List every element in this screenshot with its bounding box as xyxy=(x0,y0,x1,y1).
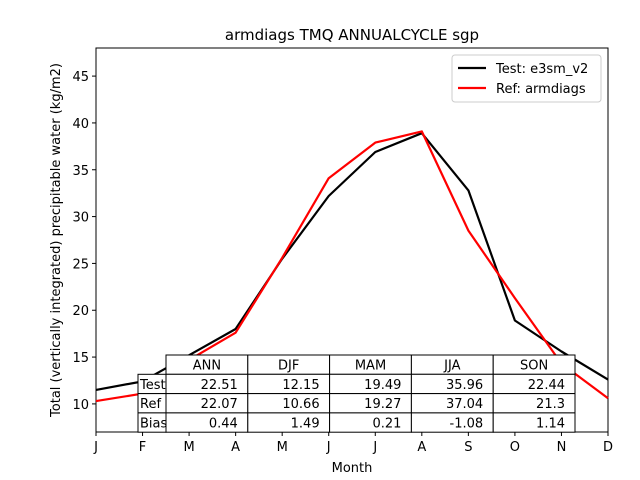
table-row-label: Test xyxy=(139,378,166,393)
table-column-header: ANN xyxy=(193,359,221,374)
table-column-header: MAM xyxy=(355,359,386,374)
table-cell-value: 22.44 xyxy=(528,378,565,393)
table-cell-value: 35.96 xyxy=(446,378,483,393)
table-column-header: SON xyxy=(520,359,548,374)
y-tick-label: 25 xyxy=(72,257,89,272)
table-cell xyxy=(492,412,576,433)
table-cell-value: 1.49 xyxy=(291,416,320,431)
y-tick-label: 45 xyxy=(72,70,89,85)
table-cell-value: 19.49 xyxy=(364,378,401,393)
legend-entry: Test: e3sm_v2 xyxy=(495,62,588,77)
table-cell-value: 0.44 xyxy=(209,416,238,431)
x-tick-label: F xyxy=(139,440,146,455)
legend-entry: Ref: armdiags xyxy=(496,82,586,97)
table-cell-value: 21.3 xyxy=(536,397,565,412)
x-tick-label: A xyxy=(231,440,240,455)
table-row-label: Ref xyxy=(140,397,161,412)
x-axis-label: Month xyxy=(332,461,373,476)
table-cell-value: 12.15 xyxy=(282,378,319,393)
table-row-label: Bias xyxy=(140,416,167,431)
table-cell-value: 22.07 xyxy=(201,397,238,412)
x-tick-label: J xyxy=(93,440,98,455)
y-tick-label: 30 xyxy=(72,211,89,226)
table-cell-value: 22.51 xyxy=(201,378,238,393)
table-column-header: DJF xyxy=(278,359,299,374)
x-tick-label: J xyxy=(372,440,377,455)
x-tick-label: J xyxy=(326,440,331,455)
y-tick-label: 10 xyxy=(72,398,89,413)
y-tick-label: 35 xyxy=(72,164,89,179)
legend-box xyxy=(451,54,602,103)
x-tick-label: S xyxy=(464,440,472,455)
x-tick-label: M xyxy=(277,440,288,455)
table-column-header: JJA xyxy=(443,359,460,374)
y-tick-label: 20 xyxy=(72,304,89,319)
y-tick-label: 15 xyxy=(72,351,89,366)
table-cell-value: 10.66 xyxy=(282,397,319,412)
x-tick-label: D xyxy=(603,440,613,455)
table-cell-value: -1.08 xyxy=(450,416,484,431)
table-cell-value: 0.21 xyxy=(372,416,401,431)
x-tick-label: M xyxy=(183,440,194,455)
table-cell-value: 19.27 xyxy=(364,397,401,412)
table-cell-value: 37.04 xyxy=(446,397,483,412)
x-tick-label: A xyxy=(417,440,426,455)
y-axis-label: Total (vertically integrated) precipitab… xyxy=(49,63,64,418)
x-tick-label: O xyxy=(510,440,520,455)
table-cell-value: 1.14 xyxy=(536,416,565,431)
chart-title: armdiags TMQ ANNUALCYCLE sgp xyxy=(225,26,479,44)
y-tick-label: 40 xyxy=(72,117,89,132)
x-tick-label: N xyxy=(557,440,567,455)
